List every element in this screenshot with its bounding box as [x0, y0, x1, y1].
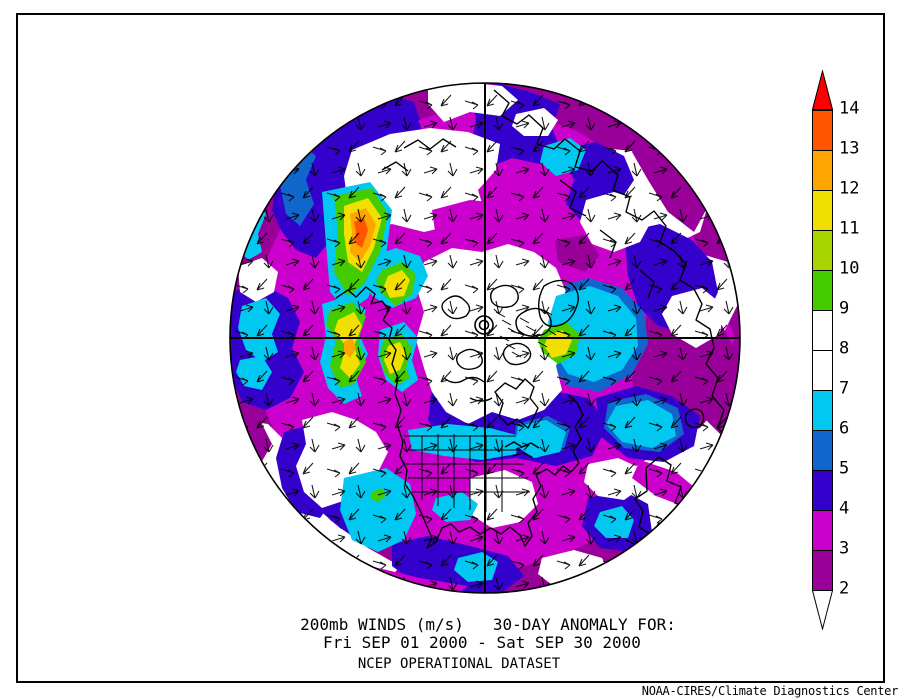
colorbar-tick-label: 14 — [839, 98, 860, 119]
colorbar: 14 13 12 11 10 9 8 7 6 5 4 3 2 — [812, 70, 882, 632]
colorbar-band — [812, 230, 833, 271]
colorbar-band — [812, 270, 833, 311]
pole-crosshair — [230, 83, 740, 593]
colorbar-tick-label: 9 — [839, 298, 850, 319]
colorbar-band — [812, 150, 833, 191]
colorbar-min-arrow-icon — [812, 590, 834, 630]
colorbar-band — [812, 110, 833, 151]
colorbar-band — [812, 310, 833, 351]
pole-contour-hatching — [495, 309, 557, 358]
colorbar-band — [812, 190, 833, 231]
credit-text: NOAA-CIRES/Climate Diagnostics Center — [641, 684, 899, 698]
colorbar-band — [812, 430, 833, 471]
colorbar-tick-label: 2 — [839, 578, 850, 599]
colorbar-tick-label: 13 — [839, 138, 860, 159]
colorbar-tick-label: 10 — [839, 258, 860, 279]
colorbar-tick-label: 5 — [839, 458, 850, 479]
colorbar-max-arrow-icon — [812, 70, 834, 110]
colorbar-tick-label: 3 — [839, 538, 850, 559]
colorbar-tick-label: 12 — [839, 178, 860, 199]
colorbar-band — [812, 470, 833, 511]
colorbar-band — [812, 510, 833, 551]
coastlines — [335, 89, 729, 552]
caption-date-range: Fri SEP 01 2000 - Sat SEP 30 2000 — [323, 633, 641, 652]
caption-title: 200mb WINDS (m/s) 30-DAY ANOMALY FOR: — [300, 615, 676, 634]
colorbar-tick-label: 7 — [839, 378, 850, 399]
colorbar-tick-label: 6 — [839, 418, 850, 439]
colorbar-band — [812, 550, 833, 591]
plot-border — [16, 13, 885, 683]
colorbar-band — [812, 390, 833, 431]
colorbar-band — [812, 350, 833, 391]
colorbar-tick-label: 8 — [839, 338, 850, 359]
caption-dataset: NCEP OPERATIONAL DATASET — [357, 656, 561, 672]
colorbar-tick-label: 4 — [839, 498, 850, 519]
colorbar-tick-label: 11 — [839, 218, 860, 239]
